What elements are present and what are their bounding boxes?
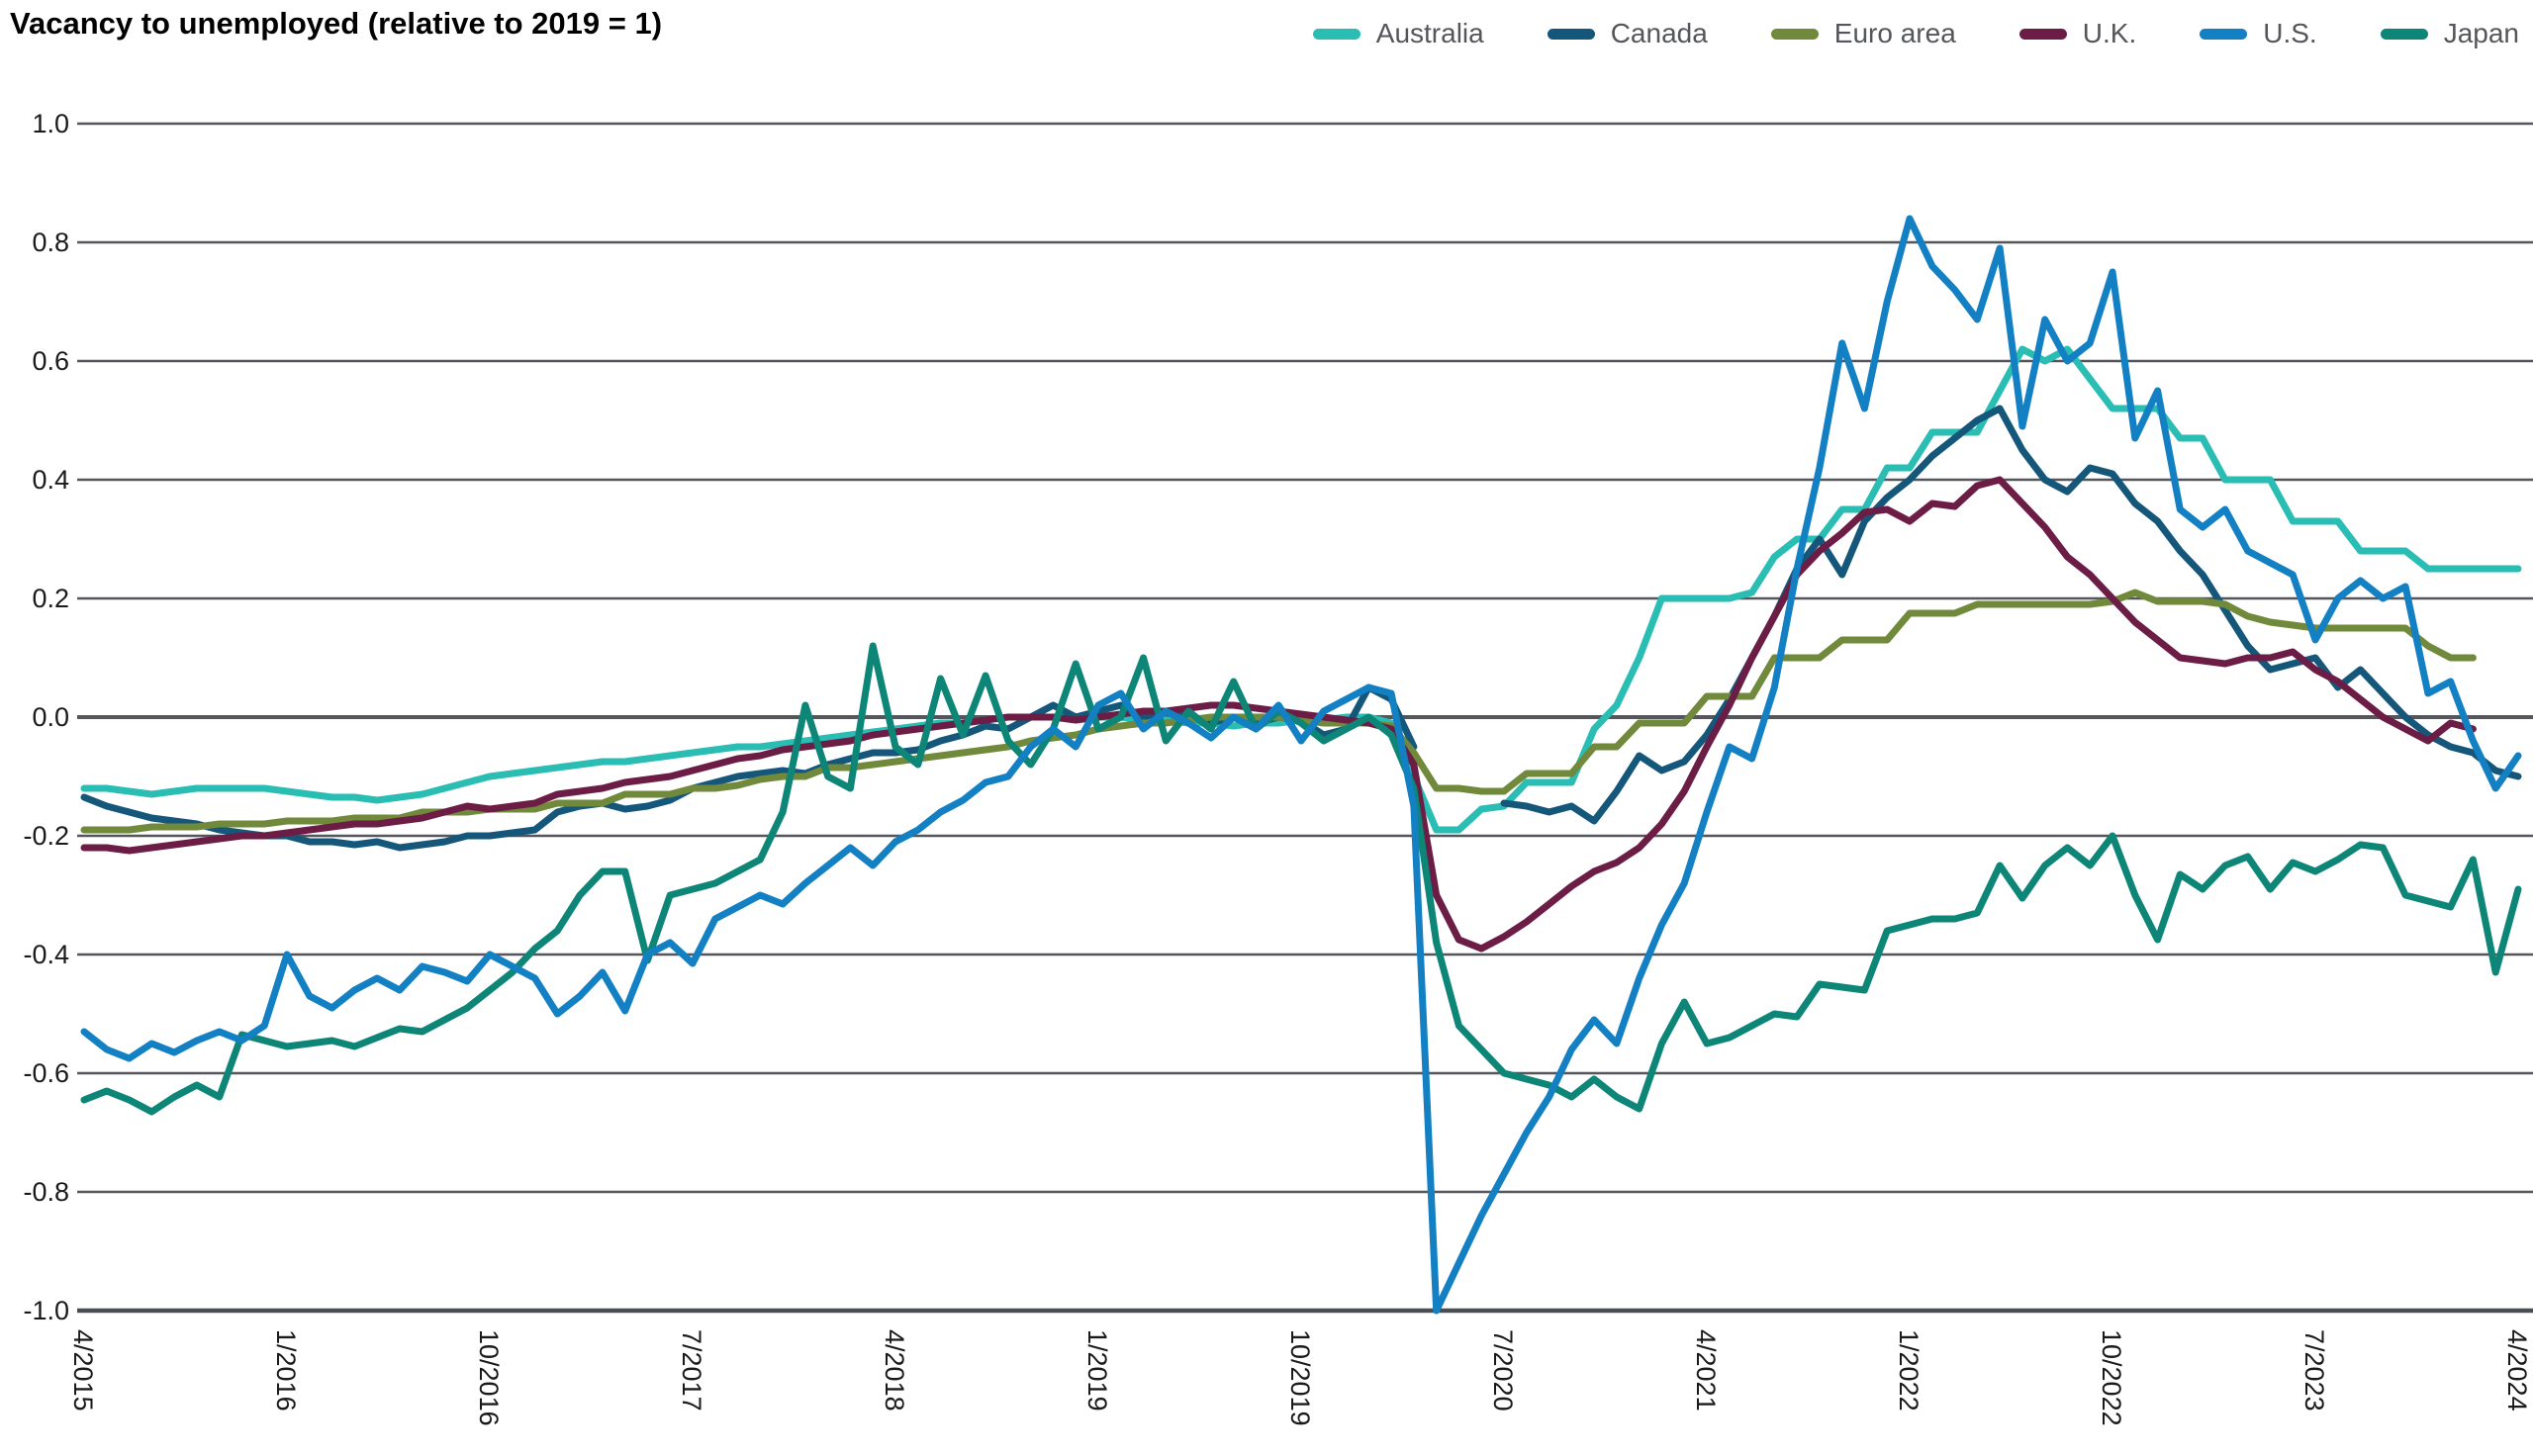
y-axis-tick-label: -0.2 xyxy=(23,821,69,851)
legend-item-australia: Australia xyxy=(1312,18,1484,49)
legend-swatch-u-k xyxy=(2018,28,2067,40)
legend-label-japan: Japan xyxy=(2443,18,2519,48)
x-axis-tick-label: 1/2019 xyxy=(1082,1329,1112,1411)
y-axis-tick-label: -0.8 xyxy=(23,1177,69,1207)
legend-label-euro-area: Euro area xyxy=(1833,18,1956,48)
legend-item-euro-area: Euro area xyxy=(1770,18,1956,49)
legend-item-u-s: U.S. xyxy=(2200,18,2317,49)
legend-swatch-canada xyxy=(1547,28,1595,40)
x-axis-tick-label: 10/2016 xyxy=(474,1329,504,1426)
x-axis-tick-label: 1/2016 xyxy=(271,1329,301,1411)
legend-swatch-euro-area xyxy=(1770,28,1819,40)
x-axis-tick-label: 4/2021 xyxy=(1691,1329,1721,1411)
y-axis-tick-label: -0.4 xyxy=(23,940,69,969)
x-axis-tick-label: 4/2018 xyxy=(880,1329,909,1411)
legend-swatch-japan xyxy=(2380,28,2428,40)
legend-item-canada: Canada xyxy=(1547,18,1708,49)
series-line-u-s xyxy=(80,215,2522,1315)
y-axis-tick-label: 0.0 xyxy=(32,702,69,732)
legend-label-u-k: U.K. xyxy=(2082,18,2137,48)
y-axis-tick-label: 1.0 xyxy=(32,109,69,138)
x-axis-tick-label: 4/2024 xyxy=(2502,1329,2532,1411)
legend-swatch-australia xyxy=(1312,28,1360,40)
legend-label-u-s: U.S. xyxy=(2263,18,2317,48)
x-axis-tick-label: 10/2022 xyxy=(2097,1329,2126,1426)
y-axis-tick-label: 0.8 xyxy=(32,228,69,257)
x-axis-tick-label: 7/2017 xyxy=(677,1329,706,1411)
chart-title: Vacancy to unemployed (relative to 2019 … xyxy=(10,6,663,41)
x-axis-tick-label: 7/2023 xyxy=(2299,1329,2329,1411)
legend-item-u-k: U.K. xyxy=(2018,18,2137,49)
legend-item-japan: Japan xyxy=(2380,18,2519,49)
y-axis-tick-label: 0.4 xyxy=(32,465,69,495)
y-axis-tick-label: 0.6 xyxy=(32,346,69,376)
y-axis-tick-label: -0.6 xyxy=(23,1058,69,1088)
series-line-australia xyxy=(80,345,2522,834)
legend: Australia Canada Euro area U.K. U.S. Japan xyxy=(1312,18,2519,49)
x-axis-tick-label: 7/2020 xyxy=(1488,1329,1518,1411)
series-line-japan xyxy=(80,642,2522,1116)
series-line-canada xyxy=(80,405,2522,852)
legend-label-canada: Canada xyxy=(1610,18,1708,48)
legend-swatch-u-s xyxy=(2200,28,2248,40)
x-axis-tick-label: 10/2019 xyxy=(1285,1329,1315,1426)
x-axis-tick-label: 1/2022 xyxy=(1894,1329,1923,1411)
x-axis-tick-label: 4/2015 xyxy=(68,1329,98,1411)
y-axis-tick-label: -1.0 xyxy=(23,1296,69,1325)
legend-label-australia: Australia xyxy=(1375,18,1484,48)
y-axis-tick-label: 0.2 xyxy=(32,584,69,613)
